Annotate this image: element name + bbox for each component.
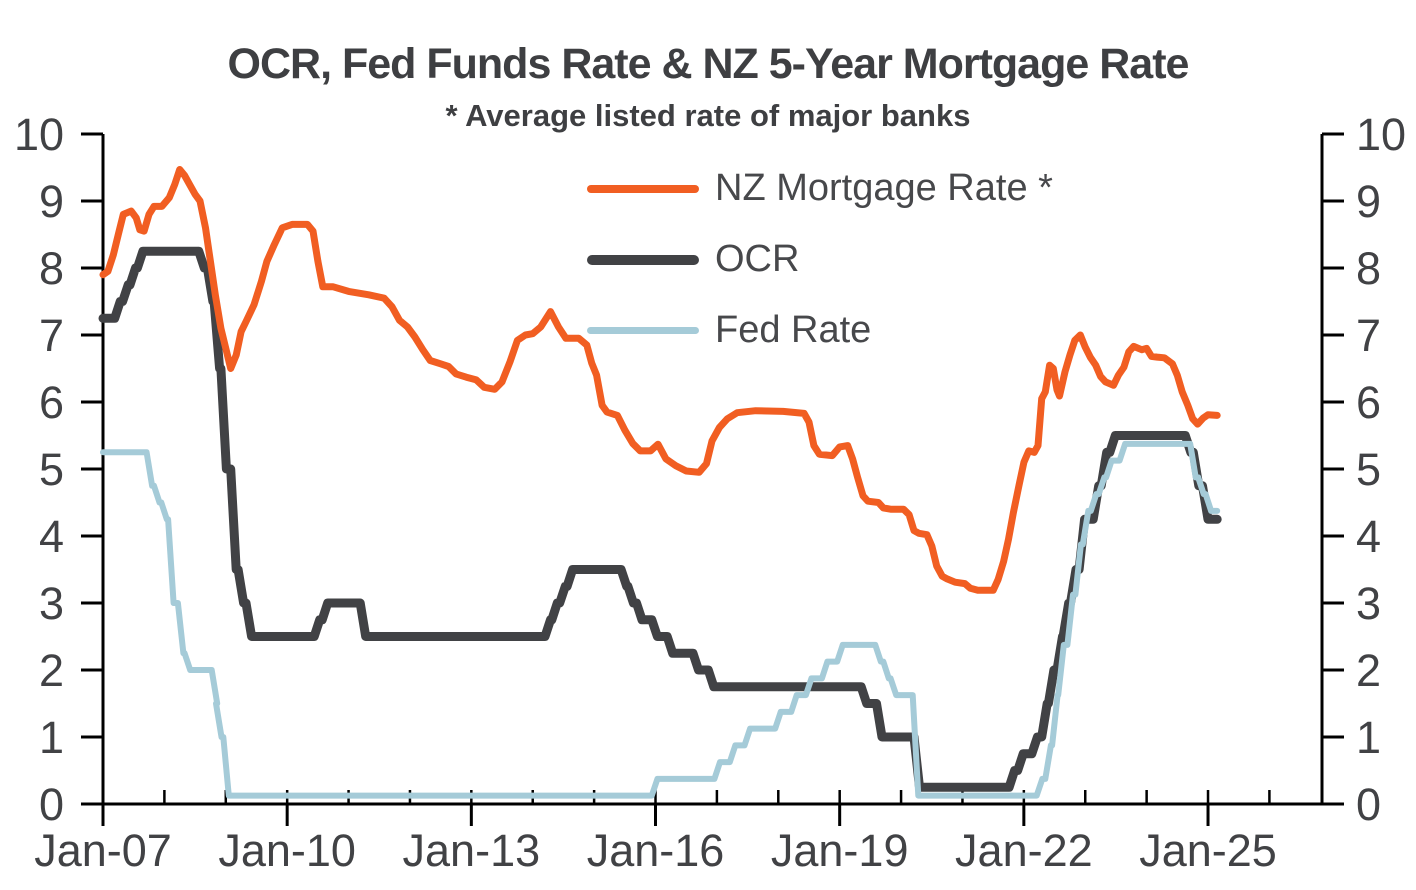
y-tick-label-left: 6 <box>39 377 64 428</box>
legend-label-mortgage: NZ Mortgage Rate * <box>715 167 1053 209</box>
y-tick-label-right: 8 <box>1356 243 1381 294</box>
legend-label-ocr: OCR <box>715 238 800 280</box>
y-tick-label-right: 5 <box>1356 444 1381 495</box>
chart-subtitle: * Average listed rate of major banks <box>445 98 971 133</box>
y-tick-label-right: 3 <box>1356 578 1381 629</box>
series-line-nz-mortgage-rate <box>99 166 1221 594</box>
x-tick-label: Jan-13 <box>403 825 541 876</box>
y-tick-label-left: 1 <box>39 712 64 763</box>
y-tick-label-left: 2 <box>39 645 64 696</box>
y-tick-label-left: 7 <box>39 310 64 361</box>
y-tick-label-right: 6 <box>1356 377 1381 428</box>
x-tick-label: Jan-10 <box>218 825 356 876</box>
y-tick-label-right: 2 <box>1356 645 1381 696</box>
y-tick-label-right: 10 <box>1356 109 1406 160</box>
y-tick-label-left: 10 <box>14 109 64 160</box>
y-tick-label-right: 0 <box>1356 779 1381 830</box>
y-tick-label-right: 1 <box>1356 712 1381 763</box>
y-tick-label-right: 7 <box>1356 310 1381 361</box>
y-tick-label-left: 8 <box>39 243 64 294</box>
x-tick-label: Jan-22 <box>955 825 1093 876</box>
y-tick-label-left: 0 <box>39 779 64 830</box>
y-tick-label-left: 4 <box>39 511 64 562</box>
chart-title: OCR, Fed Funds Rate & NZ 5-Year Mortgage… <box>227 40 1190 88</box>
x-tick-label: Jan-19 <box>771 825 909 876</box>
ocr-line-swatch <box>587 254 699 265</box>
fed-line-swatch <box>587 327 699 334</box>
legend-label-fed: Fed Rate <box>715 309 872 351</box>
legend-item-mortgage: NZ Mortgage Rate * <box>587 153 1053 224</box>
x-tick-label: Jan-16 <box>587 825 725 876</box>
legend-item-ocr: OCR <box>587 224 1053 295</box>
series-line-fed-rate <box>100 440 1221 799</box>
x-tick-label: Jan-25 <box>1139 825 1277 876</box>
y-tick-label-right: 4 <box>1356 511 1381 562</box>
legend-item-fed: Fed Rate <box>587 295 1053 366</box>
y-tick-label-right: 9 <box>1356 176 1381 227</box>
y-tick-label-left: 5 <box>39 444 64 495</box>
y-tick-label-left: 9 <box>39 176 64 227</box>
x-tick-label: Jan-07 <box>34 825 172 876</box>
mortgage-line-swatch <box>587 184 699 193</box>
chart-legend: NZ Mortgage Rate * OCR Fed Rate <box>587 153 1053 366</box>
y-tick-label-left: 3 <box>39 578 64 629</box>
